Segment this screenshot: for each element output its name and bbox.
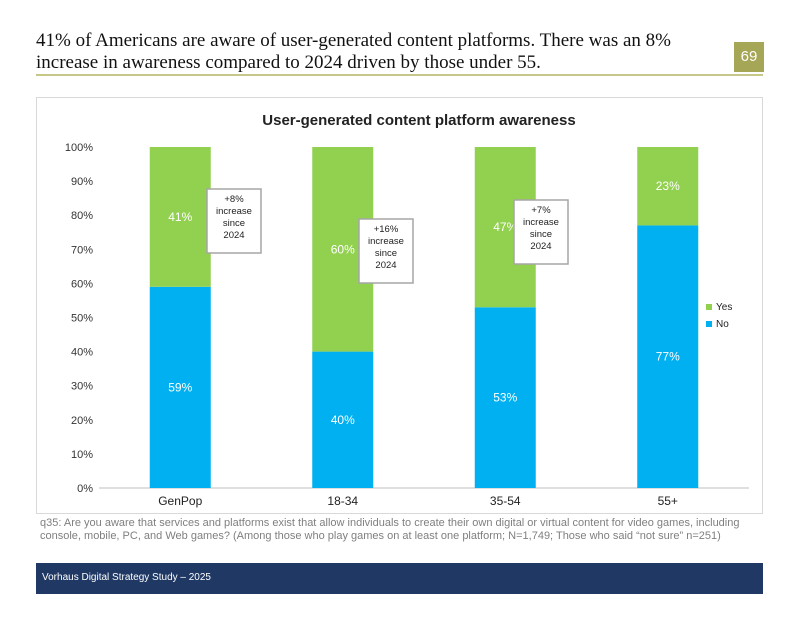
y-tick-label: 10% (71, 449, 93, 461)
bar-yes (637, 147, 699, 226)
y-tick-label: 80% (71, 210, 93, 222)
footnote: q35: Are you aware that services and pla… (40, 517, 740, 542)
legend-swatch-no (706, 321, 712, 327)
chart-frame (36, 97, 763, 514)
data-label-no: 53% (493, 391, 517, 405)
header-rule (36, 74, 763, 76)
annotation-text: +7% (531, 205, 551, 216)
bar-no (637, 225, 699, 488)
data-label-yes: 47% (493, 220, 517, 234)
y-tick-label: 70% (71, 244, 93, 256)
annotation-box (206, 188, 262, 254)
bar-no (312, 351, 374, 488)
legend-swatch-yes (706, 304, 712, 310)
y-tick-label: 40% (71, 347, 93, 359)
page-number-badge: 69 (734, 42, 764, 72)
chart-title: User-generated content platform awarenes… (262, 112, 575, 129)
y-tick-label: 30% (71, 381, 93, 393)
annotation-text: +8% (224, 194, 244, 205)
footer-text: Vorhaus Digital Strategy Study – 2025 (42, 572, 211, 583)
annotation-box (358, 218, 414, 284)
x-tick-label: GenPop (158, 494, 202, 508)
annotation-text: 2024 (223, 230, 244, 241)
bar-no (149, 286, 211, 488)
annotation-text: since (375, 248, 397, 259)
legend-label-yes: Yes (716, 302, 732, 313)
data-label-yes: 23% (656, 179, 680, 193)
y-tick-label: 0% (77, 483, 93, 495)
y-tick-label: 60% (71, 278, 93, 290)
data-label-yes: 60% (331, 242, 355, 256)
y-tick-label: 50% (71, 313, 93, 325)
chart: User-generated content platform awarenes… (65, 112, 749, 508)
data-label-no: 77% (656, 350, 680, 364)
y-tick-label: 100% (65, 142, 93, 154)
x-tick-label: 55+ (658, 494, 678, 508)
annotation-text: +16% (374, 224, 399, 235)
headline: 41% of Americans are aware of user-gener… (36, 30, 716, 74)
headline-line-2: increase in awareness compared to 2024 d… (36, 52, 541, 73)
annotation-box (513, 199, 569, 265)
annotation-text: since (530, 229, 552, 240)
annotation-text: increase (368, 236, 404, 247)
bar-no (474, 307, 536, 488)
x-tick-label: 18-34 (327, 494, 358, 508)
annotation-text: increase (216, 206, 252, 217)
footer-bar: Vorhaus Digital Strategy Study – 2025 (36, 563, 763, 594)
legend-label-no: No (716, 319, 729, 330)
bar-yes (149, 147, 211, 287)
annotation-text: 2024 (530, 241, 551, 252)
data-label-no: 40% (331, 413, 355, 427)
annotation-text: since (223, 218, 245, 229)
data-label-no: 59% (168, 380, 192, 394)
annotation-text: increase (523, 217, 559, 228)
x-tick-label: 35-54 (490, 494, 521, 508)
headline-line-1: 41% of Americans are aware of user-gener… (36, 30, 671, 51)
y-tick-label: 20% (71, 415, 93, 427)
data-label-yes: 41% (168, 210, 192, 224)
y-tick-label: 90% (71, 176, 93, 188)
annotation-text: 2024 (375, 260, 396, 271)
